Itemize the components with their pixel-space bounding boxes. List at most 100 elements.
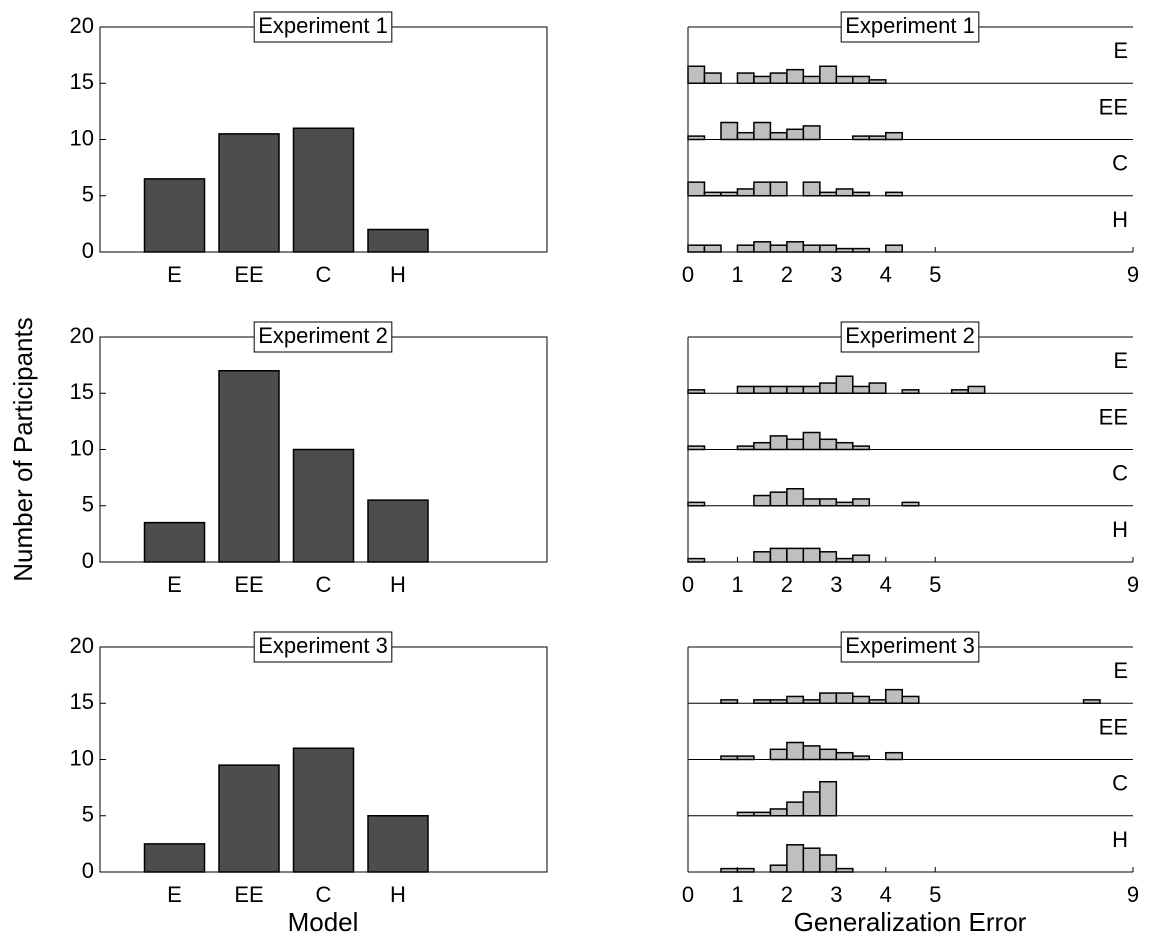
histogram-bar [769,244,788,253]
histogram-bar [835,75,854,84]
panel-title: Experiment 1 [845,13,975,38]
histogram-bar [852,755,871,761]
bar [292,127,355,253]
x-tick-label: 5 [929,262,941,287]
y-tick-label: 10 [70,435,94,460]
histogram-bar [786,128,805,141]
histogram-bar [802,75,821,84]
panel-title: Experiment 2 [258,323,388,348]
histogram-bar [769,748,788,761]
y-tick-label: 15 [70,689,94,714]
histogram-bar [769,699,788,704]
histogram-bar [819,551,838,563]
y-tick-label: 15 [70,69,94,94]
x-tick-label: 0 [682,882,694,907]
histogram-bar [703,191,722,197]
histogram-bar [835,692,854,704]
row-label: C [1112,771,1128,796]
histogram-bar [802,847,821,873]
histogram-bar [753,551,772,563]
histogram-bar [687,135,706,141]
histogram-bar [819,438,838,451]
histogram-bar [802,385,821,395]
histogram-bar [885,191,903,197]
histogram-bar [736,131,755,141]
row-label: EE [1099,714,1128,739]
bar [218,764,280,873]
histogram-bar [868,135,887,141]
histogram-bar [835,247,854,253]
histogram-bar [819,244,838,253]
histogram-bar [720,121,739,141]
x-tick-label: EE [234,882,263,907]
x-tick-label: 4 [880,882,892,907]
x-tick-label: 0 [682,572,694,597]
histogram-bar [687,445,706,451]
histogram-bar [885,751,903,761]
y-tick-label: 10 [70,745,94,770]
x-tick-label: 3 [830,572,842,597]
histogram-bar [852,191,871,197]
histogram-bar [802,244,821,253]
histogram-bar [852,75,871,84]
x-tick-label: C [316,882,332,907]
histogram-bar [819,781,838,817]
histogram-bar [687,557,706,563]
histogram-bar [885,244,903,253]
histogram-bar [753,75,772,84]
bar [367,815,429,873]
histogram-bar [720,191,739,197]
x-tick-label: H [390,572,406,597]
panel-title: Experiment 3 [258,633,388,658]
histogram-bar [852,385,871,395]
histogram-bar [835,441,854,451]
x-tick-label: H [390,882,406,907]
histogram-bar [736,72,755,85]
x-tick-label: E [167,262,182,287]
histogram-bar [753,441,772,451]
y-tick-label: 5 [82,802,94,827]
histogram-bar [703,244,722,253]
histogram-bar [769,808,788,817]
histogram-bar [802,791,821,817]
x-tick-label: 3 [830,262,842,287]
histogram-bar [835,501,854,507]
histogram-bar [736,867,755,873]
histogram-bar [885,131,903,141]
histogram-bar [786,385,805,395]
histogram-bar [769,864,788,873]
row-label: E [1113,38,1128,63]
title-box [253,631,393,663]
histogram-bar [1082,699,1101,704]
histogram-bar [819,65,838,84]
histogram-bar [769,385,788,395]
histogram-bar [819,382,838,394]
histogram-bar [950,389,969,395]
histogram-bar [901,501,920,507]
histogram-bar [736,188,755,197]
histogram-bar [720,867,739,873]
histogram-bar [852,247,871,253]
x-tick-label: 0 [682,262,694,287]
histogram-bar [786,741,805,761]
histogram-bar [736,811,755,817]
histogram-bar [835,557,854,563]
row-label: C [1112,151,1128,176]
histogram-bar [885,688,903,705]
bar [143,843,206,873]
histogram-bar [802,547,821,563]
row-label: H [1112,517,1128,542]
histogram-bar [753,494,772,507]
histogram-bar [753,811,772,817]
histogram-bar [819,191,838,197]
histogram-bar [802,699,821,704]
y-tick-label: 20 [70,323,94,348]
x-tick-label: C [316,572,332,597]
x-tick-label: EE [234,262,263,287]
x-tick-label: 1 [731,262,743,287]
title-box [840,11,980,43]
histogram-bar [769,435,788,451]
histogram-bar [687,65,706,84]
histogram-bar [769,547,788,563]
